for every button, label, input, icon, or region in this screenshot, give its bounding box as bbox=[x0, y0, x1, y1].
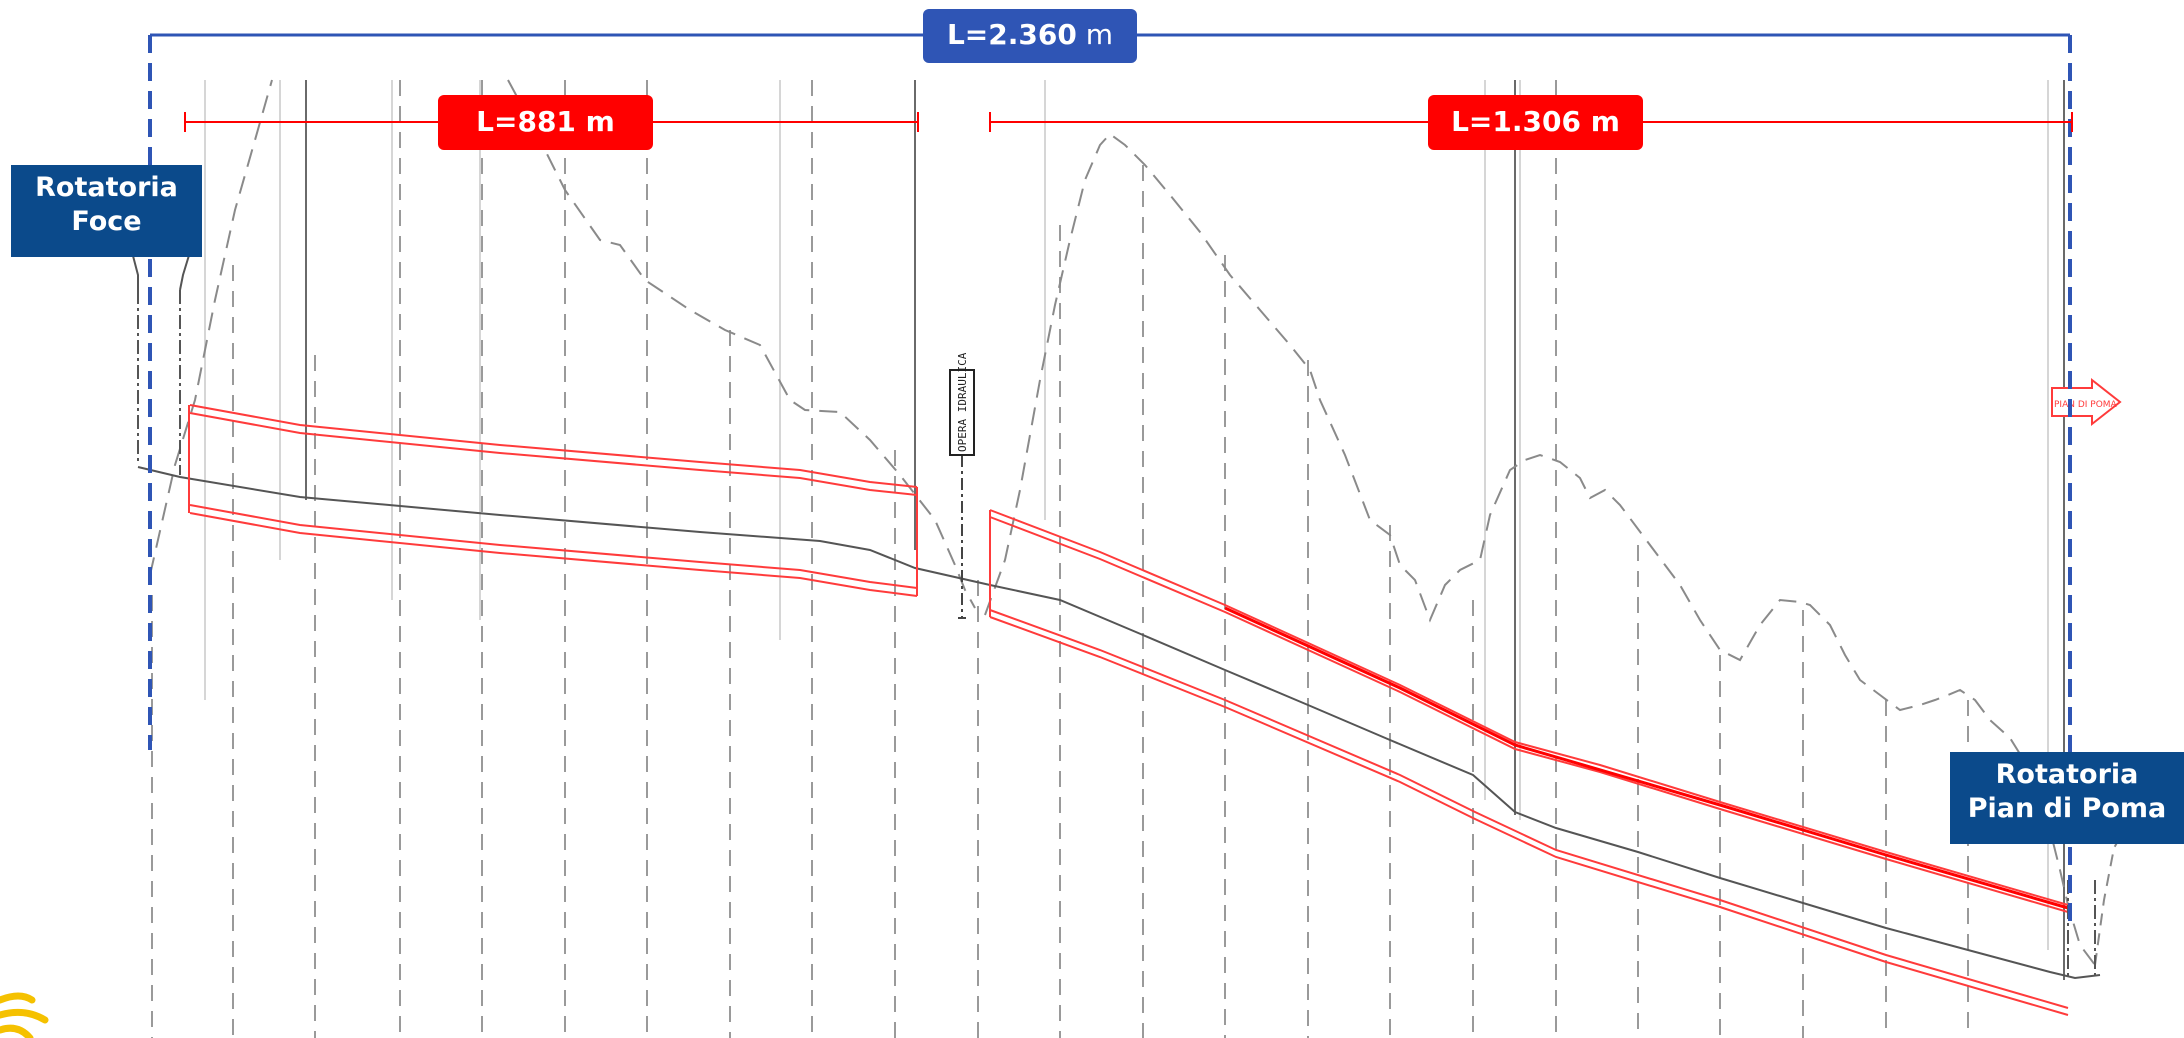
ground-profile bbox=[149, 79, 273, 576]
roundabout-pian-di-poma-label: Rotatoria Pian di Poma bbox=[1950, 752, 2184, 844]
total-length-label: L=2.360 m bbox=[923, 9, 1137, 63]
tunnel-2 bbox=[989, 509, 2069, 1016]
guide-lines bbox=[204, 80, 2049, 950]
sun-logo-icon bbox=[0, 992, 49, 1038]
tunnel-1 bbox=[188, 404, 918, 597]
culvert-label: OPERA IDRAULICA bbox=[956, 352, 969, 452]
roundabout-foce-line2: Foce bbox=[71, 206, 142, 237]
total-length-dimension bbox=[148, 33, 2072, 930]
roundabout-pian-di-poma-line2: Pian di Poma bbox=[1967, 793, 2167, 824]
tunnel-2-edge bbox=[1224, 606, 2069, 910]
total-length-value: L=2.360 bbox=[946, 18, 1077, 51]
arrow-right-icon: PIAN DI POMA bbox=[2051, 377, 2122, 427]
roundabout-pian-di-poma-connector bbox=[2067, 880, 2096, 978]
roundabout-foce-connector bbox=[131, 251, 191, 475]
segment-2-length-label: L=1.306 m bbox=[1428, 95, 1643, 150]
ground-profile bbox=[507, 79, 976, 609]
segment-1-length-label: L=881 m bbox=[438, 95, 653, 150]
reference-lines bbox=[305, 80, 2065, 980]
section-lines bbox=[151, 80, 1969, 1038]
segment-1-dimension bbox=[184, 112, 919, 132]
road-axis bbox=[137, 466, 2101, 980]
roundabout-pian-di-poma-line1: Rotatoria bbox=[1995, 759, 2139, 790]
direction-arrow-label: PIAN DI POMA bbox=[2054, 400, 2118, 410]
culvert-marker: OPERA IDRAULICA bbox=[949, 352, 975, 619]
total-length-unit: m bbox=[1076, 18, 1114, 51]
ground-profile-end bbox=[2094, 829, 2125, 966]
ground-profile bbox=[984, 132, 2096, 966]
roundabout-foce-line1: Rotatoria bbox=[35, 172, 178, 203]
segment-2-dimension bbox=[989, 112, 2073, 132]
roundabout-foce-label: Rotatoria Foce bbox=[11, 165, 202, 257]
